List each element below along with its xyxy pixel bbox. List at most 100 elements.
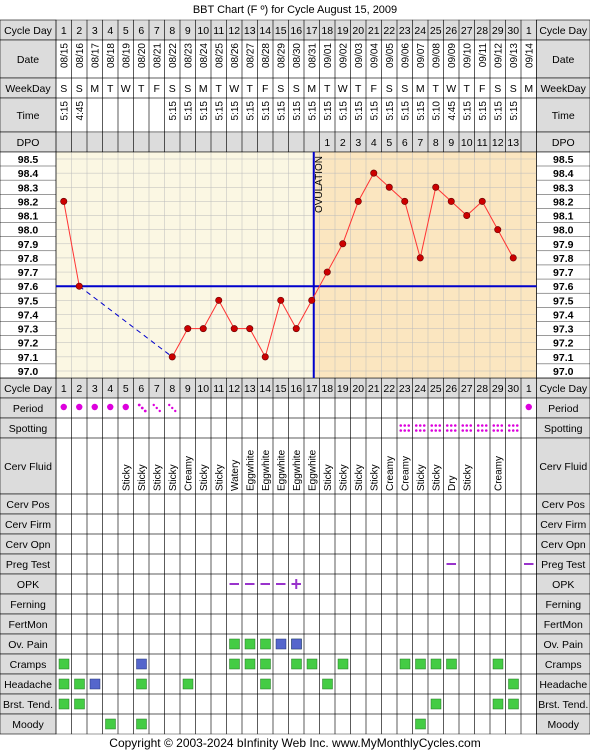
spotting-dot bbox=[449, 424, 453, 427]
dates-value: 08/25 bbox=[214, 43, 225, 68]
period-heavy-dot bbox=[525, 403, 532, 411]
dates-value: 08/30 bbox=[292, 43, 303, 68]
cycle_days-value: 20 bbox=[352, 25, 364, 37]
temp-tick-label-right: 97.2 bbox=[553, 338, 574, 350]
cycle_days-value: 6 bbox=[138, 25, 144, 37]
temp-line-segment bbox=[357, 172, 375, 202]
moody-mark bbox=[105, 718, 116, 730]
brst_tend-mark bbox=[58, 698, 70, 710]
cramps-mark bbox=[306, 658, 318, 670]
dates-value: 08/16 bbox=[75, 43, 86, 68]
spotting-dot bbox=[469, 429, 473, 432]
dpo-value: 1 bbox=[324, 137, 330, 149]
row-label-left: Ferning bbox=[10, 599, 46, 611]
row-label-right: Cycle Day bbox=[539, 25, 588, 37]
times-value: 5:15 bbox=[493, 101, 504, 121]
temp-point bbox=[478, 197, 486, 205]
cycle_days-value: 20 bbox=[352, 383, 364, 395]
dates-value: 09/10 bbox=[462, 43, 473, 68]
period-light-dot bbox=[140, 406, 144, 410]
row-label-left: Preg Test bbox=[6, 559, 50, 571]
times-value: 4:45 bbox=[75, 101, 86, 121]
dates-value: 09/14 bbox=[524, 43, 535, 68]
temp-tick-label-right: 98.0 bbox=[553, 225, 574, 237]
temp-line-segment bbox=[63, 201, 80, 287]
period-spot-dot bbox=[174, 409, 177, 413]
row-label-left: WeekDay bbox=[5, 83, 51, 95]
row-label-right: Cerv Fluid bbox=[539, 461, 587, 473]
weekdays-value: S bbox=[184, 83, 191, 95]
temp-line-segment bbox=[481, 201, 499, 230]
cycle_days-value: 2 bbox=[76, 25, 82, 37]
times-value: 5:15 bbox=[478, 101, 489, 121]
headache-mark bbox=[74, 678, 85, 690]
weekdays-value: S bbox=[60, 83, 67, 95]
weekdays-value: S bbox=[401, 83, 408, 95]
spotting-dot bbox=[469, 424, 473, 427]
header-row-bg bbox=[56, 20, 537, 40]
row-label-left: Cycle Day bbox=[4, 25, 53, 37]
ov_pain-mark bbox=[244, 638, 256, 650]
cycle_days-value: 29 bbox=[492, 383, 504, 395]
row-label-left: Spotting bbox=[9, 423, 48, 435]
dates-value: 09/03 bbox=[354, 43, 365, 68]
times-value: 5:15 bbox=[183, 101, 194, 121]
times-value: 5:15 bbox=[416, 101, 427, 121]
temp-tick-label-right: 97.0 bbox=[553, 366, 574, 378]
weekdays-value: S bbox=[76, 83, 83, 95]
spotting-dot bbox=[445, 429, 449, 432]
temp-tick-label-right: 97.8 bbox=[553, 253, 574, 265]
dates-value: 08/15 bbox=[59, 43, 70, 68]
dates-value: 09/12 bbox=[493, 43, 504, 68]
dates-value: 09/08 bbox=[431, 43, 442, 68]
temp-tick-label-left: 97.0 bbox=[18, 366, 39, 378]
temp-tick-label-right: 98.4 bbox=[553, 168, 574, 180]
temp-point bbox=[494, 226, 502, 234]
dates-value: 09/06 bbox=[400, 43, 411, 68]
weekdays-value: S bbox=[494, 83, 501, 95]
temp-line-segment bbox=[218, 300, 235, 329]
period-heavy-dot bbox=[91, 403, 98, 411]
temp-tick-label-right: 97.3 bbox=[553, 324, 574, 336]
row-label-left: Moody bbox=[12, 719, 44, 731]
temp-tick-label-left: 98.0 bbox=[18, 225, 39, 237]
temp-point bbox=[323, 268, 331, 276]
cycle_days-value: 12 bbox=[228, 383, 240, 395]
times-value: 5:15 bbox=[400, 101, 411, 121]
temp-tick-label-left: 97.5 bbox=[18, 295, 39, 307]
temp-point bbox=[339, 240, 347, 248]
cerv_fluid-value: Sticky bbox=[121, 464, 132, 491]
row-label-right: WeekDay bbox=[541, 83, 587, 95]
spotting-dot bbox=[515, 424, 519, 427]
spotting-dot bbox=[453, 429, 457, 432]
cycle_days-value: 26 bbox=[445, 25, 457, 37]
dpo-value: 6 bbox=[402, 137, 408, 149]
chart-title: BBT Chart (F º) for Cycle August 15, 200… bbox=[193, 4, 397, 16]
times-value: 5:15 bbox=[59, 101, 70, 121]
cycle_days-value: 1 bbox=[61, 25, 67, 37]
temp-point bbox=[199, 325, 207, 333]
cycle_days-value: 18 bbox=[321, 25, 333, 37]
row-label-cell-left bbox=[0, 97, 57, 133]
dpo-value: 8 bbox=[433, 137, 439, 149]
row-label-right: Moody bbox=[547, 719, 579, 731]
weekdays-value: W bbox=[446, 83, 456, 95]
cramps-mark bbox=[337, 658, 349, 670]
spotting-dot bbox=[465, 429, 469, 432]
temp-tick-label-left: 97.8 bbox=[18, 253, 39, 265]
cerv_fluid-value: Creamy bbox=[400, 456, 411, 491]
temp-line-segment bbox=[171, 328, 189, 358]
times-value: 4:45 bbox=[447, 101, 458, 121]
cramps-mark bbox=[446, 658, 457, 670]
cycle_days-value: 19 bbox=[337, 383, 349, 395]
cycle_days-value: 1 bbox=[61, 383, 67, 395]
cycle_days-value: 9 bbox=[185, 25, 191, 37]
dates-value: 08/29 bbox=[276, 43, 287, 68]
dates-value: 09/01 bbox=[323, 43, 334, 68]
period-light-dot bbox=[143, 409, 147, 413]
temp-tick-label-left: 97.7 bbox=[18, 267, 39, 279]
cramps-mark bbox=[415, 658, 426, 670]
cycle_days-value: 29 bbox=[492, 25, 504, 37]
spotting-dot bbox=[496, 424, 500, 427]
